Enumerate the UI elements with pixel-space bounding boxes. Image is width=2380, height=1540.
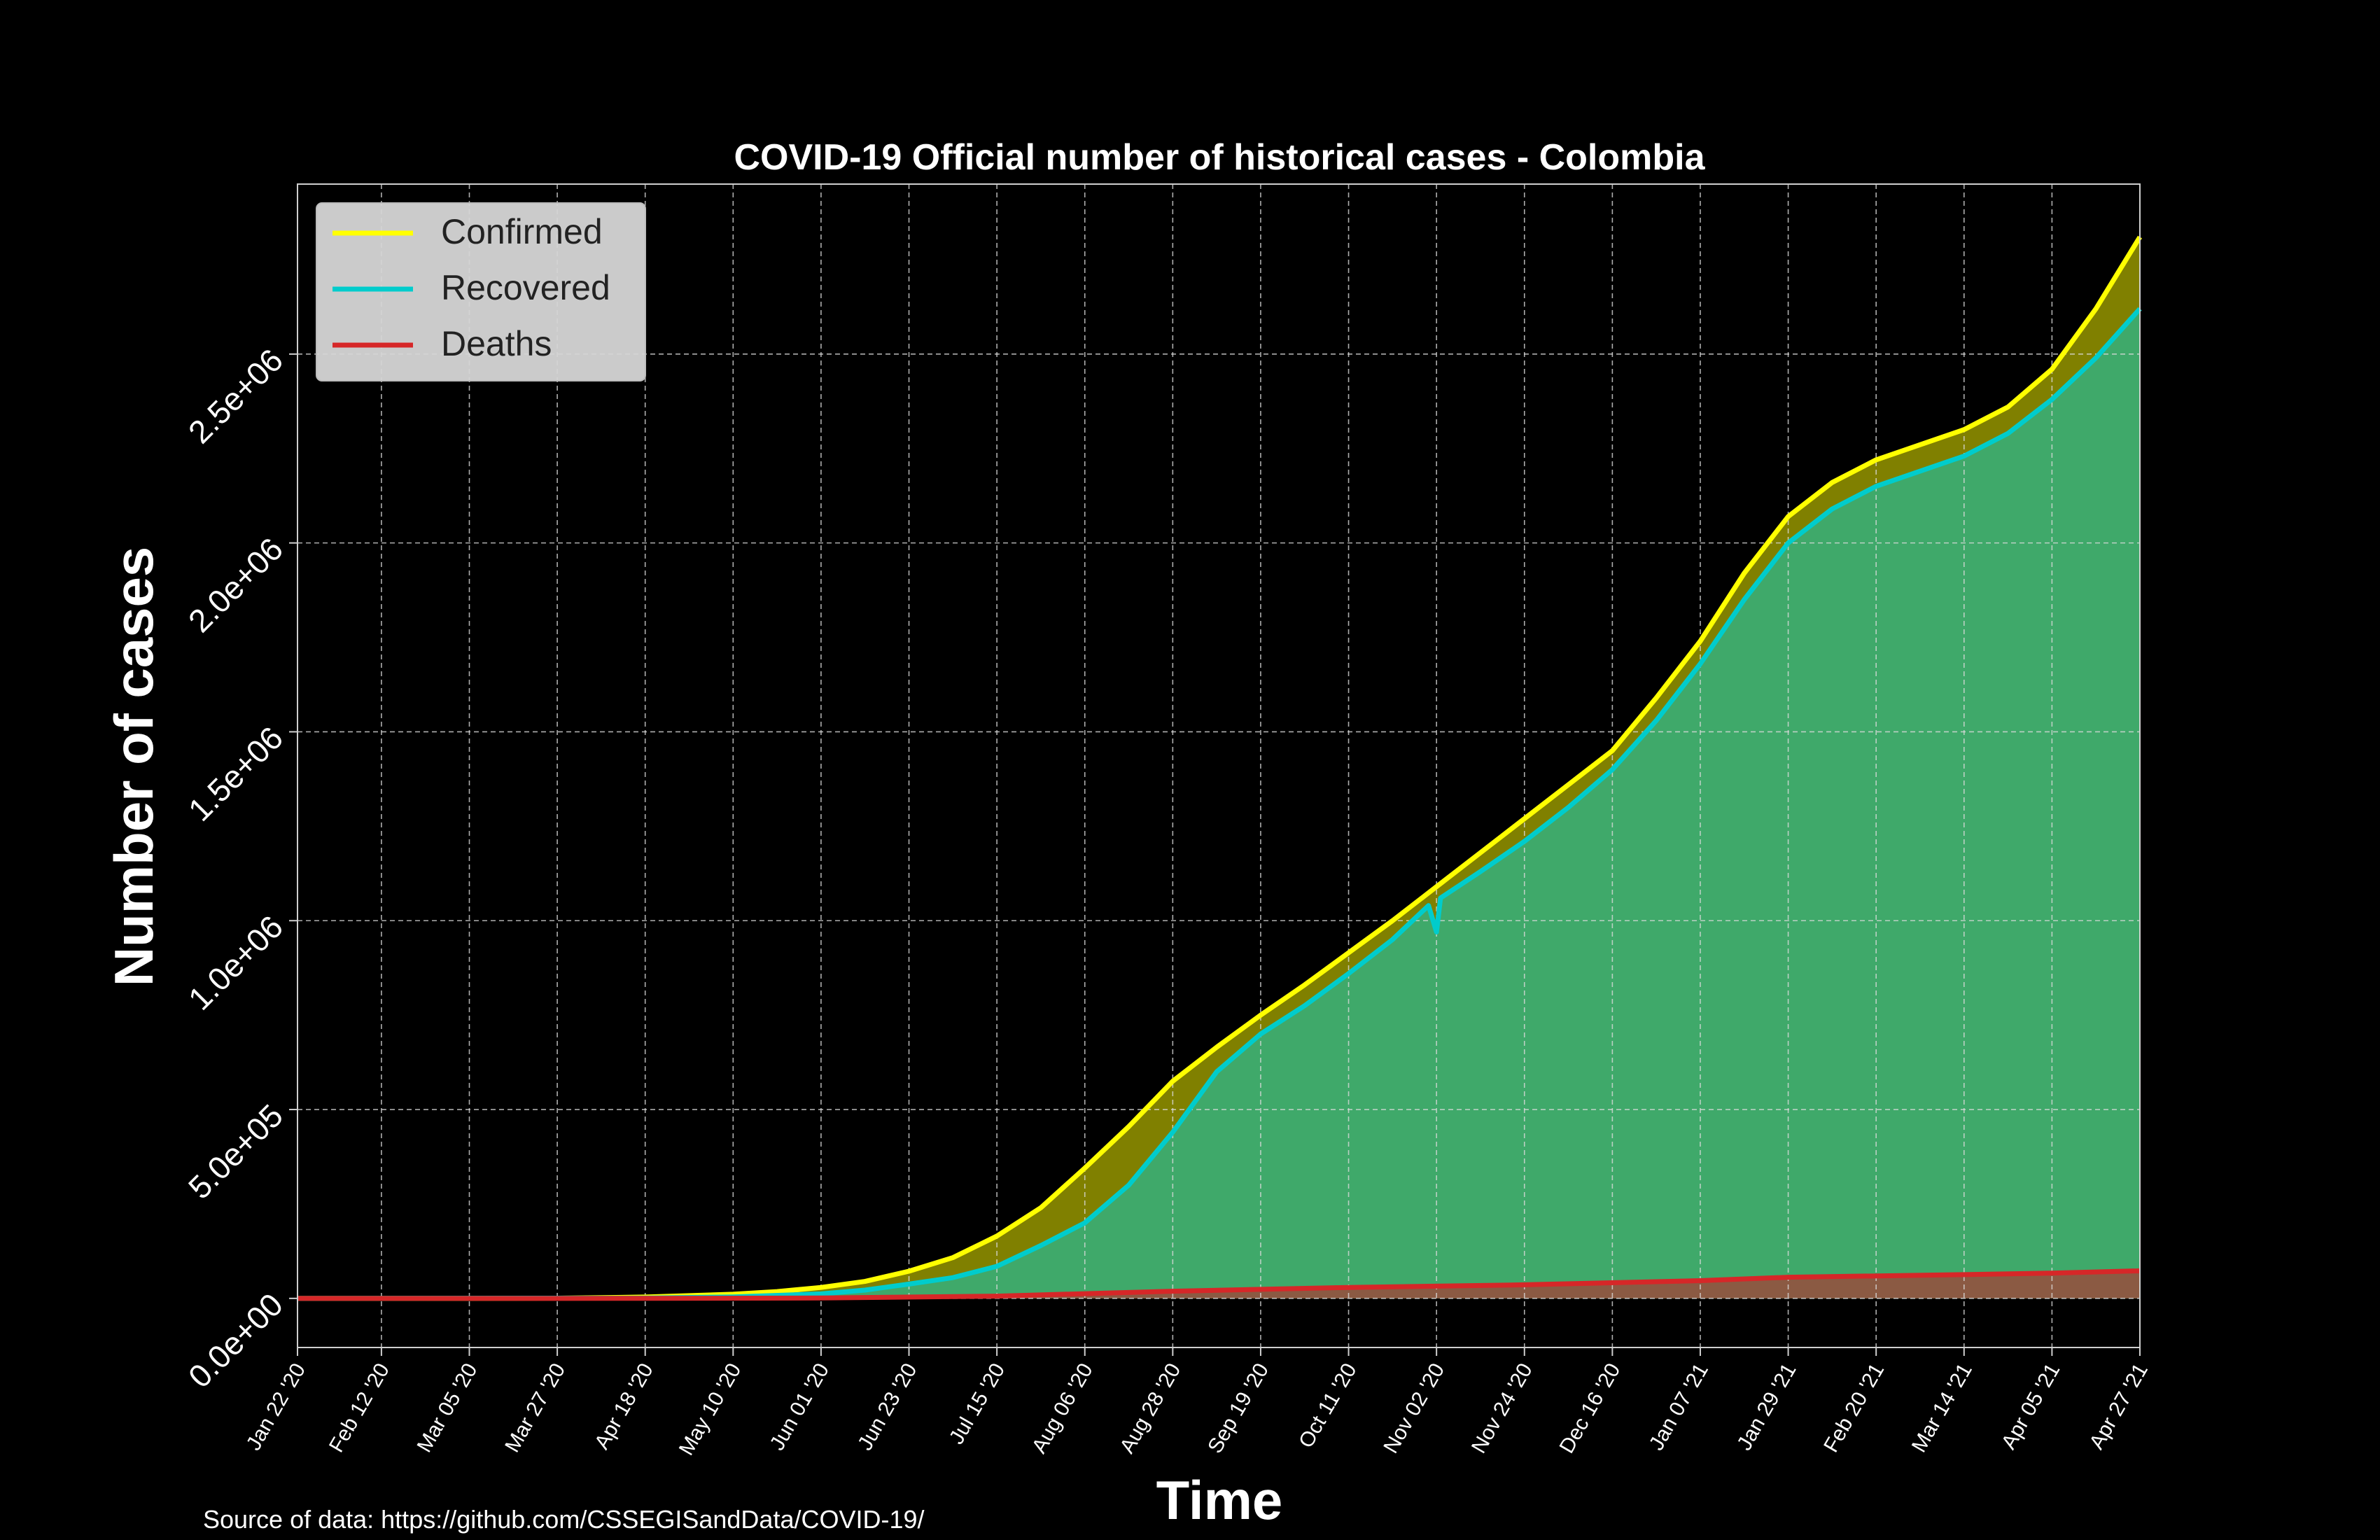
confirmed-line <box>298 235 2142 1301</box>
area-fills <box>298 237 2140 1298</box>
axis-ticks <box>289 353 2141 1356</box>
legend: Confirmed Recovered Deaths <box>316 202 646 382</box>
plot-frame <box>297 183 2141 1348</box>
recovered-line <box>297 307 2142 1301</box>
legend-label-recovered: Recovered <box>441 268 610 307</box>
series-lines <box>297 235 2142 1301</box>
source-note: Source of data: https://github.com/CSSEG… <box>203 1505 925 1534</box>
x-axis-label: Time <box>1156 1469 1283 1531</box>
recovered-area <box>298 309 2140 1298</box>
y-axis-label: Number of cases <box>103 547 164 987</box>
legend-label-deaths: Deaths <box>441 324 552 363</box>
legend-box <box>316 202 646 382</box>
legend-label-confirmed: Confirmed <box>441 212 603 251</box>
deaths-line <box>297 1268 2141 1301</box>
deaths-area <box>298 1270 2140 1298</box>
chart-title: COVID-19 Official number of historical c… <box>734 137 1706 178</box>
